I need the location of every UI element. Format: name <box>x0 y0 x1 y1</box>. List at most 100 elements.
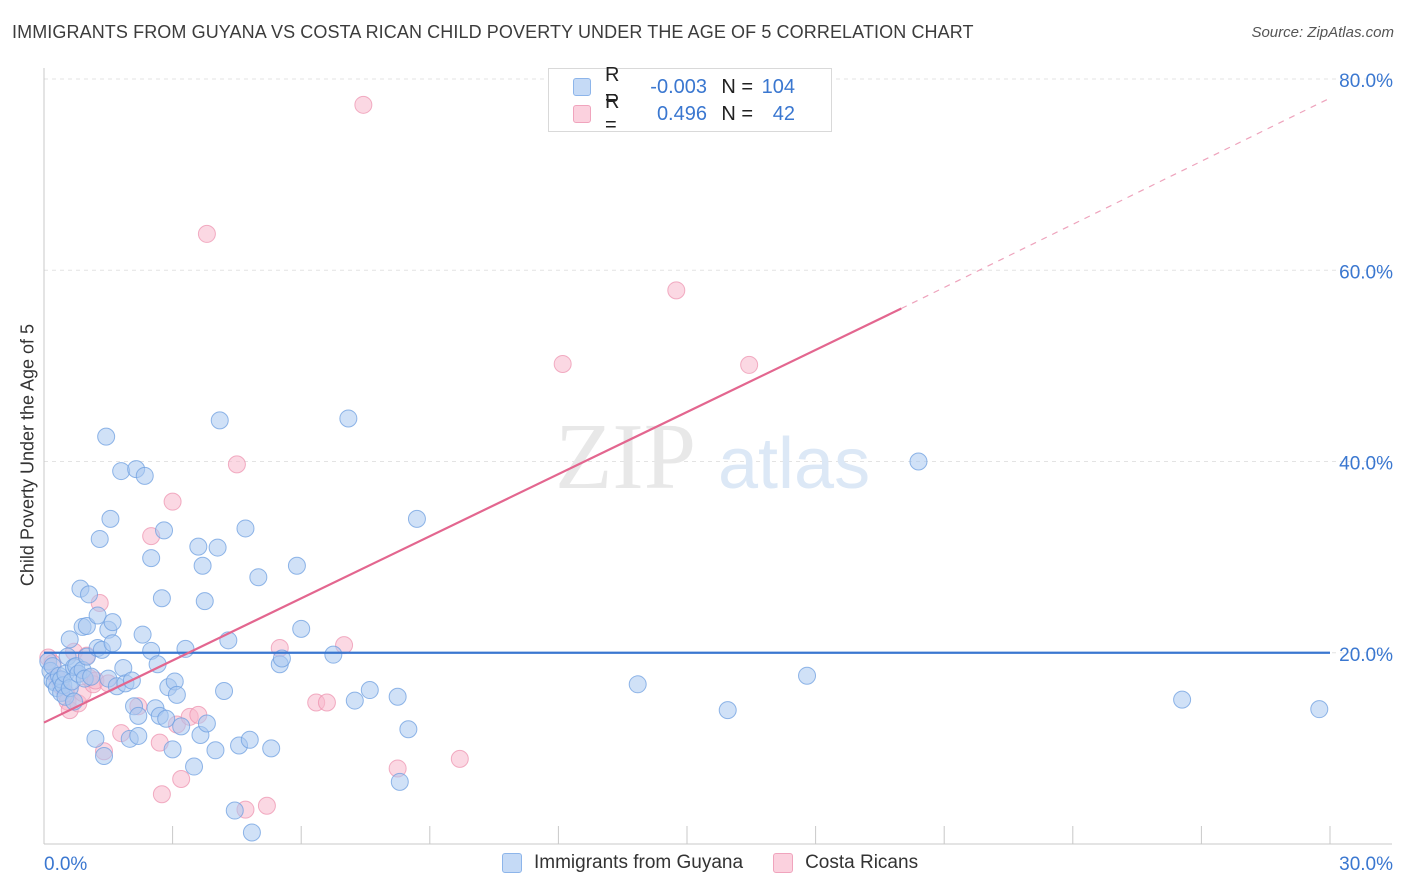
point-guyana <box>272 649 291 668</box>
point-guyana <box>388 687 407 706</box>
point-guyana <box>197 714 216 733</box>
source-label: Source: ZipAtlas.com <box>1251 24 1394 41</box>
tick-labels: 20.0% 40.0% 60.0% 80.0% 0.0% 30.0% <box>44 71 1393 875</box>
point-guyana <box>163 740 182 759</box>
legend-item-guyana: Immigrants from Guyana <box>502 852 743 874</box>
point-costa-ricans <box>667 281 686 300</box>
point-guyana <box>798 666 817 685</box>
chart-title: IMMIGRANTS FROM GUYANA VS COSTA RICAN CH… <box>12 22 974 42</box>
point-guyana <box>157 709 176 728</box>
point-guyana <box>195 592 214 611</box>
point-guyana <box>142 549 161 568</box>
point-costa-ricans <box>172 769 191 788</box>
point-guyana <box>112 462 131 481</box>
watermark: ZIP atlas <box>555 405 870 509</box>
x-tick-label: 0.0% <box>44 854 87 875</box>
point-guyana <box>88 606 107 625</box>
point-guyana <box>262 739 281 758</box>
point-guyana <box>210 411 229 430</box>
y-tick-label: 20.0% <box>1339 645 1393 666</box>
point-guyana <box>129 706 148 725</box>
point-guyana <box>95 747 114 766</box>
point-guyana <box>185 757 204 776</box>
n-value: 42 <box>772 102 795 125</box>
costa-ricans-swatch-icon <box>573 105 591 123</box>
point-guyana <box>718 701 737 720</box>
point-guyana <box>249 568 268 587</box>
point-guyana <box>133 625 152 644</box>
r-value: 0.496 <box>656 102 707 125</box>
series-guyana <box>39 409 1329 842</box>
point-guyana <box>1310 700 1329 719</box>
point-guyana <box>80 585 99 604</box>
point-guyana <box>240 730 259 749</box>
point-guyana <box>339 409 358 428</box>
x-tick-label: 30.0% <box>1339 854 1393 875</box>
point-guyana <box>1173 690 1192 709</box>
legend-label: Costa Ricans <box>805 852 919 873</box>
point-guyana <box>97 427 116 446</box>
watermark-zip: ZIP <box>555 405 696 509</box>
guyana-swatch-icon <box>502 853 522 873</box>
y-axis-title: Child Poverty Under the Age of 5 <box>17 323 38 587</box>
point-guyana <box>909 452 928 471</box>
point-guyana <box>167 685 186 704</box>
point-guyana <box>77 616 96 635</box>
point-costa-ricans <box>740 355 759 374</box>
point-guyana <box>101 509 120 528</box>
y-tick-label: 80.0% <box>1339 71 1393 92</box>
point-costa-ricans <box>553 354 572 373</box>
trend-line-costa-ricans-extension <box>901 97 1331 310</box>
watermark-atlas: atlas <box>718 424 870 504</box>
point-guyana <box>206 741 225 760</box>
point-guyana <box>82 667 101 686</box>
point-guyana <box>236 519 255 538</box>
gridlines <box>44 78 1392 654</box>
point-guyana <box>345 691 364 710</box>
point-guyana <box>103 634 122 653</box>
point-costa-ricans <box>152 785 171 804</box>
r-label: R = <box>605 91 620 136</box>
n-label: N = <box>721 102 753 125</box>
point-guyana <box>60 630 79 649</box>
point-guyana <box>360 681 379 700</box>
point-costa-ricans <box>450 749 469 768</box>
point-guyana <box>155 521 174 540</box>
legend-item-costa-ricans: Costa Ricans <box>773 852 918 874</box>
point-guyana <box>225 801 244 820</box>
point-costa-ricans <box>317 693 336 712</box>
r-value: -0.003 <box>650 75 707 98</box>
point-guyana <box>172 717 191 736</box>
legend-row-costa-ricans: R = 0.496 N = 42 <box>573 91 795 136</box>
point-guyana <box>287 556 306 575</box>
axes <box>43 68 1392 845</box>
n-label: N = <box>721 75 753 98</box>
n-value: 104 <box>761 75 795 98</box>
trend-line-costa-ricans <box>43 307 902 724</box>
point-guyana <box>152 589 171 608</box>
correlation-legend: R = -0.003 N = 104 R = 0.496 N = 42 <box>548 64 832 136</box>
point-guyana <box>135 466 154 485</box>
point-guyana <box>193 556 212 575</box>
trend-lines <box>43 97 1331 724</box>
guyana-swatch-icon <box>573 78 591 96</box>
point-costa-ricans <box>257 796 276 815</box>
costa-ricans-swatch-icon <box>773 853 794 873</box>
point-guyana <box>324 645 343 664</box>
point-guyana <box>628 675 647 694</box>
point-costa-ricans <box>163 492 182 511</box>
series-legend: Immigrants from Guyana Costa Ricans <box>502 852 948 874</box>
point-guyana <box>103 613 122 632</box>
point-costa-ricans <box>197 224 216 243</box>
y-tick-label: 40.0% <box>1339 454 1393 475</box>
point-guyana <box>90 529 109 548</box>
y-tick-label: 60.0% <box>1339 262 1393 283</box>
point-guyana <box>215 682 234 700</box>
legend-row-guyana: R = -0.003 N = 104 <box>573 64 795 109</box>
point-guyana <box>208 538 227 557</box>
point-guyana <box>399 720 418 739</box>
point-guyana <box>189 537 208 556</box>
point-guyana <box>407 509 426 528</box>
r-label: R = <box>605 64 620 109</box>
